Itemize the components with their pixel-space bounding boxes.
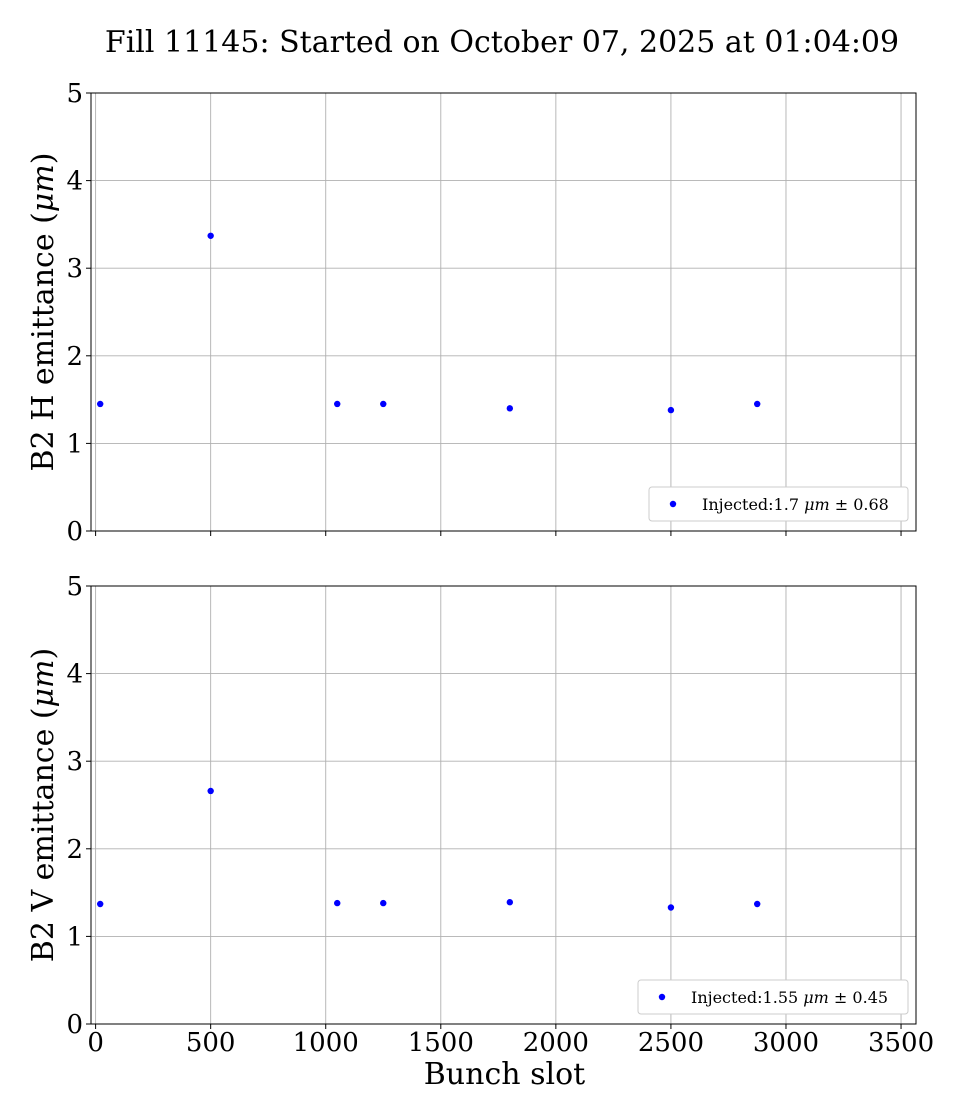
data-point [667,406,675,414]
legend-box [648,486,909,522]
legend: Injected:1.55 μm ± 0.45 [637,979,909,1015]
data-point [334,400,341,408]
x-tick-label: 500 [186,1028,236,1058]
y-tick-label: 0 [66,517,83,547]
y-tick-label: 0 [66,1010,83,1040]
x-tick-label: 0 [87,1028,104,1058]
y-tick-label: 4 [66,660,83,690]
data-point [207,232,214,239]
data-point [380,400,387,408]
panels: 0 1 2 3 4 5 B2 H emittance (μm) Injected:1.7 μm… [26,79,934,1092]
data-point [754,900,761,908]
data-point [667,904,675,911]
x-tick-label: 3500 [868,1028,934,1058]
y-axis-label: B2 H emittance (μm) [26,153,61,472]
figure-title: Fill 11145: Started on October 07, 2025 … [105,25,899,60]
y-tick-label: 4 [66,167,83,197]
chart-panel-1: 0 1 2 3 4 5 B2 H emittance (μm) Injected:1.7 μm… [26,79,917,547]
y-tick-label: 3 [66,747,83,777]
y-tick-label: 5 [66,79,83,109]
data-point [97,400,104,408]
legend: Injected:1.7 μm ± 0.68 [648,486,909,522]
y-tick-label: 1 [66,429,83,459]
series-1 [97,232,761,414]
data-point [506,899,514,906]
legend-marker [669,500,677,508]
y-tick-label: 2 [66,342,83,372]
data-point [754,400,761,408]
x-tick-label: 1500 [408,1028,474,1058]
axes-frame [90,585,917,1025]
y-tick-label: 3 [66,254,83,284]
data-point [380,899,387,907]
chart-panel-2: 0 500 1000 1500 2000 2500 3000 3500 0 1 2 3 4 5 B2 V e… [26,572,934,1092]
x-tick-label: 2500 [638,1028,704,1058]
y-tick-label: 5 [66,572,83,602]
x-axis-label: Bunch slot [424,1057,585,1092]
y-tick-label: 1 [66,922,83,952]
data-point [334,899,341,907]
legend-label: Injected:1.7 μm ± 0.68 [702,495,889,514]
y-tick-label: 2 [66,835,83,865]
data-point [97,900,104,908]
data-point [506,405,514,412]
axes-frame [90,92,917,532]
x-tick-label: 3000 [753,1028,819,1058]
legend-marker [658,993,666,1001]
x-tick-label: 1000 [293,1028,359,1058]
legend-label: Injected:1.55 μm ± 0.45 [691,988,888,1007]
legend-box [637,979,909,1015]
y-axis-label: B2 V emittance (μm) [26,648,61,962]
series-1 [97,787,761,911]
x-tick-label: 2000 [523,1028,589,1058]
data-point [207,787,214,795]
